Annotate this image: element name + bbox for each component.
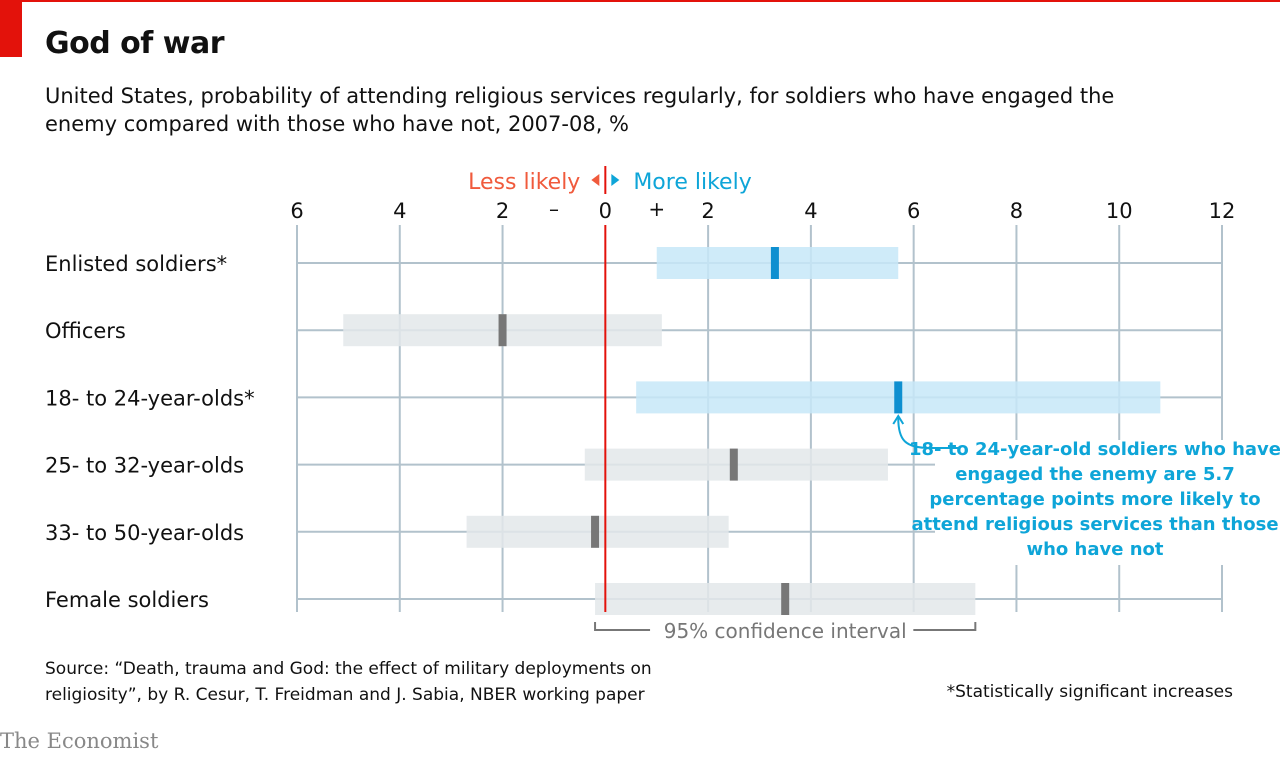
tick-label: 2 [701, 199, 714, 223]
chart-subtitle: United States, probability of attending … [45, 84, 1115, 136]
ci-bracket-left [594, 622, 651, 631]
tick-label: 2 [496, 199, 509, 223]
point-estimate-marker [894, 381, 903, 414]
arrow-right-icon [611, 174, 620, 186]
source-note: Source: “Death, trauma and God: the effe… [45, 659, 652, 705]
point-estimate-marker [781, 583, 790, 615]
annotation-text: 18- to 24-year-old soldiers who have eng… [908, 439, 1280, 560]
ci-bracket-right [913, 622, 977, 631]
tick-label: 4 [393, 199, 406, 223]
point-estimate-marker [729, 448, 738, 481]
annotation-connector [897, 417, 960, 449]
minus-sign: – [549, 197, 559, 221]
tick-label: 6 [290, 199, 303, 223]
tick-label: 6 [907, 199, 920, 223]
footnote: *Statistically significant increases [946, 682, 1233, 702]
point-estimate-marker [498, 314, 507, 347]
chart-title: God of war [45, 26, 225, 61]
tick-label: 0 [599, 199, 612, 223]
annotation-arrow-icon [892, 414, 905, 425]
more-likely-label: More likely [633, 170, 751, 195]
tick-label: 10 [1106, 199, 1133, 223]
point-estimate-marker [770, 247, 779, 279]
brand-tag [0, 0, 22, 57]
row-label: 18- to 24-year-olds* [45, 386, 255, 410]
row-label: 33- to 50-year-olds [45, 521, 244, 545]
row-label: 25- to 32-year-olds [45, 454, 244, 478]
tick-label: 8 [1010, 199, 1023, 223]
economist-logo: The Economist [0, 729, 159, 753]
plus-sign: + [648, 197, 665, 221]
row-label: Officers [45, 319, 126, 343]
tick-label: 4 [804, 199, 817, 223]
tick-label: 12 [1209, 199, 1236, 223]
point-estimate-marker [591, 515, 600, 548]
less-likely-label: Less likely [468, 170, 580, 195]
row-label: Female soldiers [45, 588, 209, 612]
ci-legend-label: 95% confidence interval [664, 619, 907, 643]
top-rule [0, 0, 1280, 2]
arrow-left-icon [591, 174, 600, 186]
row-label: Enlisted soldiers* [45, 252, 227, 276]
